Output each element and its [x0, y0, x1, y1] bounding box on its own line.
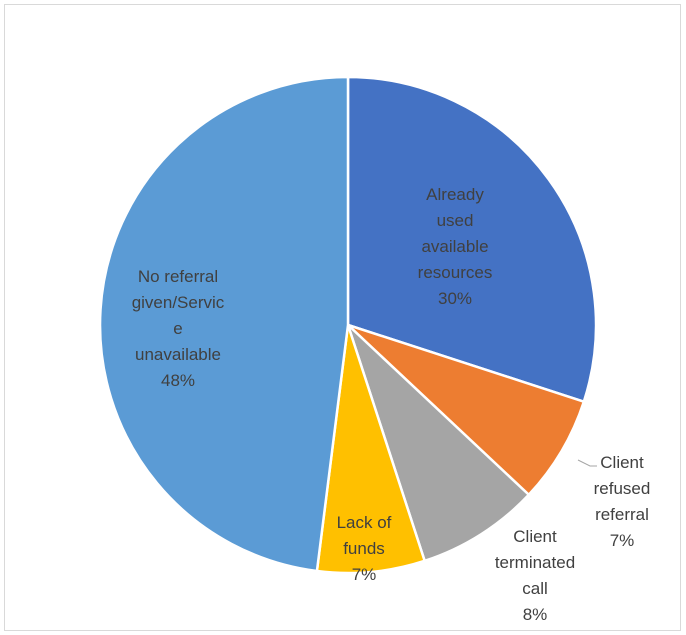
- pie-slice-1: [347, 323, 586, 497]
- slice-label-1: Client refused referral 7%: [594, 453, 651, 550]
- pie-slice-4: [98, 75, 350, 573]
- slice-label-4: No referral given/Servic e unavailable 48%: [132, 267, 225, 390]
- pie-slice-0: [346, 75, 598, 404]
- pie-slice-2: [346, 324, 531, 563]
- slice-label-0: Already used available resources 30%: [418, 185, 493, 308]
- slice-label-2: Client terminated call 8%: [495, 527, 575, 624]
- slice-label-3: Lack of funds 7%: [337, 513, 392, 584]
- leader-line-1: [577, 459, 597, 467]
- pie-slice-3: [315, 324, 427, 575]
